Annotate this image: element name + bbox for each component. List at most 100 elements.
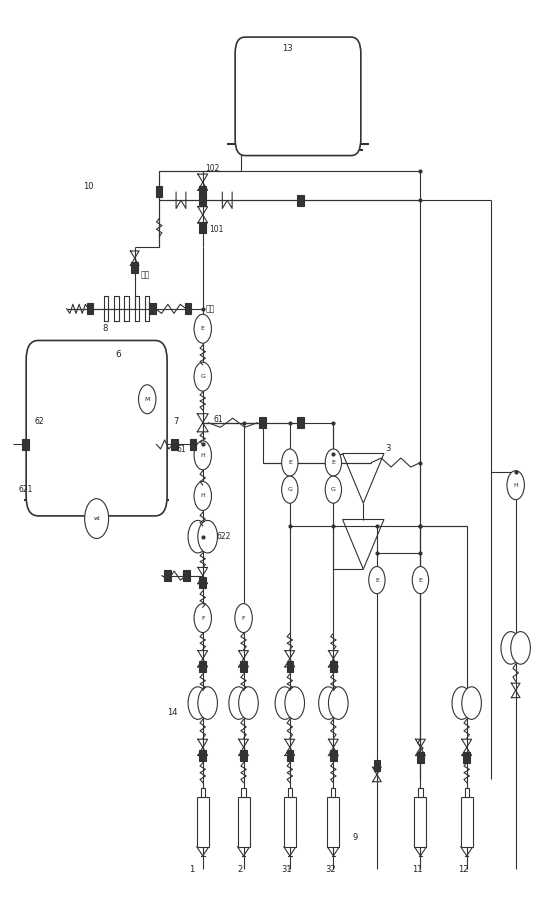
Circle shape — [275, 687, 295, 719]
Text: G: G — [287, 487, 292, 493]
Text: H: H — [513, 483, 518, 488]
Text: G: G — [200, 375, 205, 379]
Bar — [374, 760, 380, 771]
Circle shape — [319, 687, 338, 719]
Text: F: F — [242, 616, 246, 620]
Circle shape — [235, 603, 252, 632]
Text: wt: wt — [94, 516, 100, 522]
Text: 6: 6 — [115, 349, 121, 358]
Bar — [463, 752, 470, 763]
Text: 7: 7 — [173, 417, 178, 426]
Text: 12: 12 — [458, 865, 469, 874]
Text: 8: 8 — [102, 324, 107, 333]
Bar — [287, 750, 293, 761]
Bar — [156, 186, 162, 197]
Text: 33: 33 — [328, 451, 339, 460]
Circle shape — [282, 449, 298, 476]
Circle shape — [285, 687, 305, 719]
Bar — [330, 750, 336, 761]
Circle shape — [138, 385, 156, 414]
Text: E: E — [375, 578, 379, 582]
Circle shape — [194, 482, 212, 511]
FancyBboxPatch shape — [26, 340, 167, 516]
Circle shape — [325, 449, 341, 476]
Circle shape — [282, 476, 298, 503]
Bar — [131, 262, 138, 273]
Text: E: E — [418, 578, 422, 582]
Bar — [461, 797, 473, 847]
FancyBboxPatch shape — [235, 37, 361, 156]
Bar — [87, 304, 94, 314]
Text: 1: 1 — [189, 865, 194, 874]
Text: 14: 14 — [167, 707, 178, 717]
Circle shape — [238, 687, 258, 719]
Circle shape — [511, 631, 531, 664]
Bar — [288, 788, 292, 797]
Circle shape — [452, 687, 472, 719]
Bar — [259, 417, 266, 428]
Text: H: H — [200, 453, 205, 458]
Text: 13: 13 — [282, 44, 292, 53]
Text: 2: 2 — [237, 865, 242, 874]
Bar — [331, 788, 335, 797]
Bar — [415, 797, 427, 847]
Circle shape — [198, 521, 218, 553]
Bar — [190, 439, 196, 450]
Bar — [200, 750, 206, 761]
Bar — [287, 661, 293, 672]
Text: 10: 10 — [83, 182, 94, 191]
Circle shape — [462, 687, 481, 719]
Bar — [22, 439, 28, 450]
Circle shape — [194, 603, 212, 632]
Circle shape — [507, 471, 525, 500]
Bar — [284, 797, 296, 847]
Circle shape — [412, 567, 429, 594]
Circle shape — [85, 499, 109, 539]
Circle shape — [328, 687, 348, 719]
Text: 9: 9 — [352, 834, 358, 843]
Circle shape — [194, 441, 212, 470]
Bar — [149, 304, 156, 314]
Text: G: G — [331, 487, 336, 493]
Text: 5: 5 — [181, 573, 186, 582]
Text: 102: 102 — [206, 164, 220, 173]
Text: M: M — [144, 396, 150, 402]
Bar — [237, 797, 249, 847]
Circle shape — [229, 687, 248, 719]
Text: 61: 61 — [214, 414, 223, 424]
Bar — [200, 222, 206, 233]
Bar — [200, 186, 206, 197]
Bar — [298, 195, 304, 206]
Circle shape — [501, 631, 521, 664]
Bar — [183, 571, 190, 581]
Text: 3: 3 — [385, 444, 391, 454]
Bar — [171, 439, 178, 450]
Bar — [417, 752, 424, 763]
Text: 62: 62 — [34, 417, 44, 426]
Text: 32: 32 — [325, 865, 336, 874]
Text: E: E — [288, 460, 292, 465]
Text: 622: 622 — [217, 532, 231, 541]
Text: H: H — [200, 493, 205, 499]
Circle shape — [369, 567, 385, 594]
Bar — [327, 797, 339, 847]
Bar — [418, 788, 422, 797]
Circle shape — [325, 476, 341, 503]
Circle shape — [188, 687, 208, 719]
Text: 11: 11 — [412, 865, 423, 874]
Text: 101: 101 — [210, 225, 224, 234]
Bar — [164, 571, 171, 581]
Text: 取样: 取样 — [206, 305, 215, 313]
Bar — [298, 417, 304, 428]
Bar — [240, 661, 247, 672]
Text: 61: 61 — [177, 445, 186, 454]
Bar — [200, 195, 206, 206]
Text: 取样: 取样 — [140, 270, 149, 279]
Bar — [240, 750, 247, 761]
Bar — [200, 578, 206, 589]
Bar — [185, 304, 191, 314]
Bar — [200, 661, 206, 672]
Bar — [197, 797, 209, 847]
Bar — [330, 661, 336, 672]
Text: E: E — [201, 327, 205, 331]
